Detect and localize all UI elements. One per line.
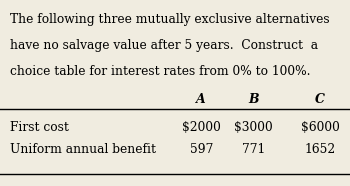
Text: 1652: 1652 [304,143,336,156]
Text: have no salvage value after 5 years.  Construct  a: have no salvage value after 5 years. Con… [10,39,318,52]
Text: B: B [248,93,259,106]
Text: choice table for interest rates from 0% to 100%.: choice table for interest rates from 0% … [10,65,311,78]
Text: $3000: $3000 [234,121,273,134]
Text: The following three mutually exclusive alternatives: The following three mutually exclusive a… [10,13,330,26]
Text: $2000: $2000 [182,121,221,134]
Text: A: A [196,93,206,106]
Text: $6000: $6000 [301,121,340,134]
Text: First cost: First cost [10,121,69,134]
Text: 597: 597 [190,143,213,156]
Text: C: C [315,93,325,106]
Text: 771: 771 [242,143,265,156]
Text: Uniform annual benefit: Uniform annual benefit [10,143,156,156]
